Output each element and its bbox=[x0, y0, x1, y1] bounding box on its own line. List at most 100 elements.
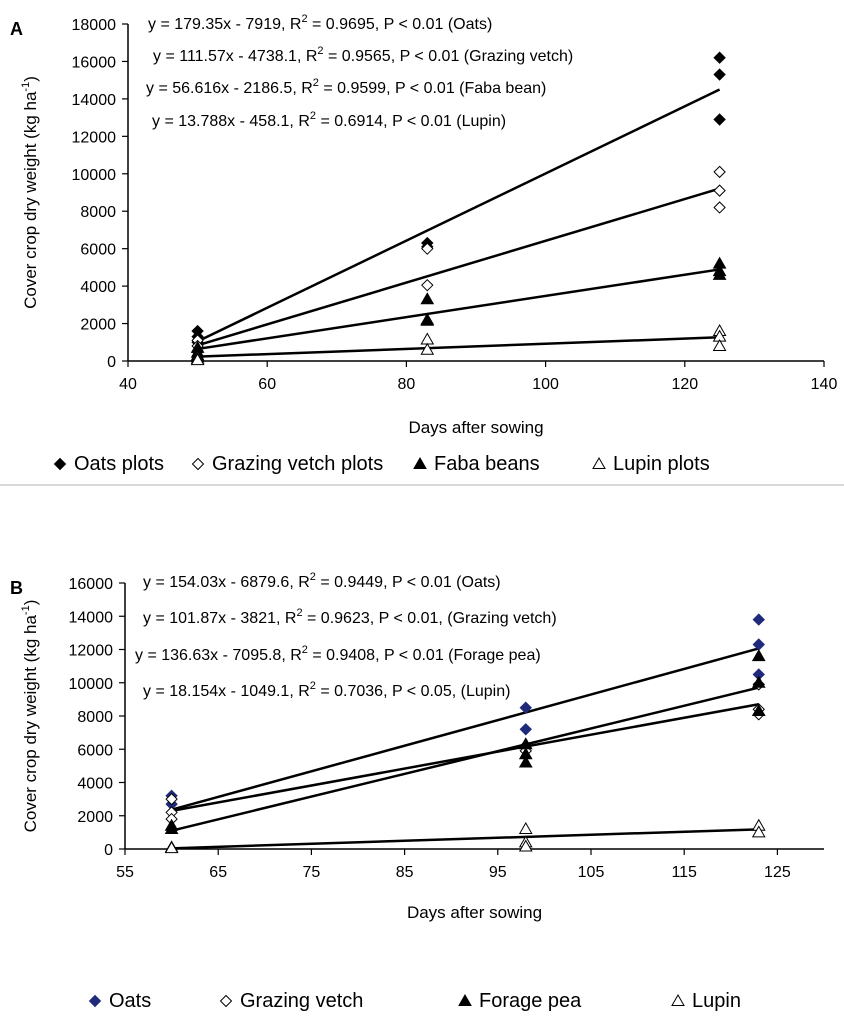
regression-equation: y = 101.87x - 3821, R2 = 0.9623, P < 0.0… bbox=[143, 607, 557, 627]
legend-label: Faba beans bbox=[434, 453, 540, 475]
x-tick-label: 60 bbox=[258, 376, 276, 393]
y-tick-label: 10000 bbox=[69, 676, 114, 693]
y-tick-label: 6000 bbox=[80, 242, 116, 259]
legend-label: Oats bbox=[109, 990, 151, 1012]
trendline bbox=[197, 187, 720, 347]
regression-equation: y = 154.03x - 6879.6, R2 = 0.9449, P < 0… bbox=[143, 571, 501, 591]
regression-equation: y = 18.154x - 1049.1, R2 = 0.7036, P < 0… bbox=[143, 680, 510, 700]
trendline bbox=[171, 828, 759, 850]
x-tick-label: 55 bbox=[116, 864, 134, 881]
data-point bbox=[164, 841, 179, 854]
trendline bbox=[171, 686, 760, 832]
legend-marker bbox=[53, 457, 67, 471]
data-point bbox=[713, 113, 726, 126]
x-tick-label: 80 bbox=[398, 376, 416, 393]
trendline bbox=[197, 88, 721, 343]
regression-equation: y = 111.57x - 4738.1, R2 = 0.9565, P < 0… bbox=[153, 45, 573, 65]
legend-label: Lupin plots bbox=[613, 453, 710, 475]
trendline bbox=[197, 336, 720, 358]
y-tick-label: 6000 bbox=[77, 742, 113, 759]
legend-marker bbox=[88, 994, 102, 1008]
panel-label: A bbox=[10, 19, 23, 39]
legend-marker bbox=[191, 457, 205, 471]
data-point bbox=[420, 342, 435, 355]
y-tick-label: 10000 bbox=[72, 167, 117, 184]
y-tick-label: 2000 bbox=[77, 809, 113, 826]
trendline bbox=[171, 702, 759, 813]
data-point bbox=[713, 184, 726, 197]
data-point bbox=[519, 723, 532, 736]
legend-marker bbox=[671, 993, 685, 1006]
data-point bbox=[712, 267, 727, 280]
legend-label: Grazing vetch bbox=[240, 990, 363, 1012]
legend: Oats plots Grazing vetch plots Faba beans L… bbox=[53, 453, 710, 475]
legend-marker bbox=[413, 456, 427, 469]
y-tick-label: 4000 bbox=[80, 279, 116, 296]
x-tick-label: 65 bbox=[209, 864, 227, 881]
data-point bbox=[190, 353, 205, 366]
x-tick-label: 120 bbox=[671, 376, 698, 393]
data-point bbox=[420, 292, 435, 305]
legend-label: Grazing vetch plots bbox=[212, 453, 383, 475]
legend-marker bbox=[219, 994, 233, 1008]
data-point bbox=[518, 822, 533, 835]
y-tick-label: 18000 bbox=[72, 17, 117, 34]
y-tick-label: 14000 bbox=[72, 92, 117, 109]
legend-marker bbox=[458, 993, 472, 1006]
data-point bbox=[420, 313, 435, 326]
x-tick-label: 115 bbox=[671, 864, 697, 881]
data-point bbox=[518, 839, 533, 852]
data-point bbox=[421, 278, 434, 292]
legend-marker bbox=[592, 456, 606, 469]
trendline bbox=[197, 268, 720, 351]
y-tick-label: 16000 bbox=[69, 576, 114, 593]
data-point bbox=[751, 675, 766, 688]
x-axis-label: Days after sowing bbox=[408, 418, 543, 437]
y-tick-label: 0 bbox=[104, 842, 113, 859]
y-tick-label: 12000 bbox=[69, 643, 114, 660]
data-point bbox=[164, 822, 179, 835]
data-point bbox=[713, 165, 726, 179]
y-tick-label: 12000 bbox=[72, 129, 117, 146]
x-tick-label: 75 bbox=[303, 864, 321, 881]
regression-equation: y = 179.35x - 7919, R2 = 0.9695, P < 0.0… bbox=[148, 13, 492, 33]
y-tick-label: 2000 bbox=[80, 317, 116, 334]
data-point bbox=[713, 51, 726, 64]
data-point bbox=[420, 332, 435, 345]
panel-label: B bbox=[10, 578, 23, 598]
x-tick-label: 105 bbox=[578, 864, 605, 881]
regression-equation: y = 13.788x - 458.1, R2 = 0.6914, P < 0.… bbox=[152, 110, 506, 130]
x-tick-label: 85 bbox=[396, 864, 414, 881]
legend-label: Lupin bbox=[692, 990, 741, 1012]
x-tick-label: 140 bbox=[811, 376, 838, 393]
x-tick-label: 95 bbox=[489, 864, 507, 881]
x-tick-label: 40 bbox=[119, 376, 137, 393]
y-tick-label: 4000 bbox=[77, 776, 113, 793]
regression-equation: y = 136.63x - 7095.8, R2 = 0.9408, P < 0… bbox=[135, 644, 541, 664]
y-tick-label: 14000 bbox=[69, 609, 114, 626]
legend-label: Oats plots bbox=[74, 453, 164, 475]
panel-b: B 0 2000 4000 6000 8000 10000 12000 14000 16000 55… bbox=[10, 571, 824, 1012]
y-tick-label: 16000 bbox=[72, 54, 117, 71]
legend: Oats Grazing vetch Forage pea Lupin bbox=[88, 990, 741, 1012]
data-point bbox=[165, 792, 178, 806]
data-point bbox=[421, 242, 434, 255]
legend-label: Forage pea bbox=[479, 990, 582, 1012]
data-point bbox=[713, 201, 726, 214]
y-axis-label: Cover crop dry weight (kg ha-1) bbox=[20, 600, 40, 833]
y-tick-label: 0 bbox=[107, 354, 116, 371]
data-point bbox=[518, 755, 533, 768]
x-tick-label: 100 bbox=[532, 376, 559, 393]
x-axis-label: Days after sowing bbox=[407, 903, 542, 922]
panel-a: A 0 2000 4000 6000 8000 10000 12000 14000 16000 18… bbox=[0, 13, 844, 486]
trendline bbox=[171, 647, 760, 811]
y-axis-label: Cover crop dry weight (kg ha-1) bbox=[20, 76, 40, 309]
y-tick-label: 8000 bbox=[77, 709, 113, 726]
x-tick-label: 125 bbox=[764, 864, 791, 881]
data-point bbox=[519, 701, 532, 714]
data-point bbox=[712, 339, 727, 352]
data-point bbox=[751, 825, 766, 838]
data-point bbox=[751, 704, 766, 717]
data-point bbox=[752, 613, 765, 626]
